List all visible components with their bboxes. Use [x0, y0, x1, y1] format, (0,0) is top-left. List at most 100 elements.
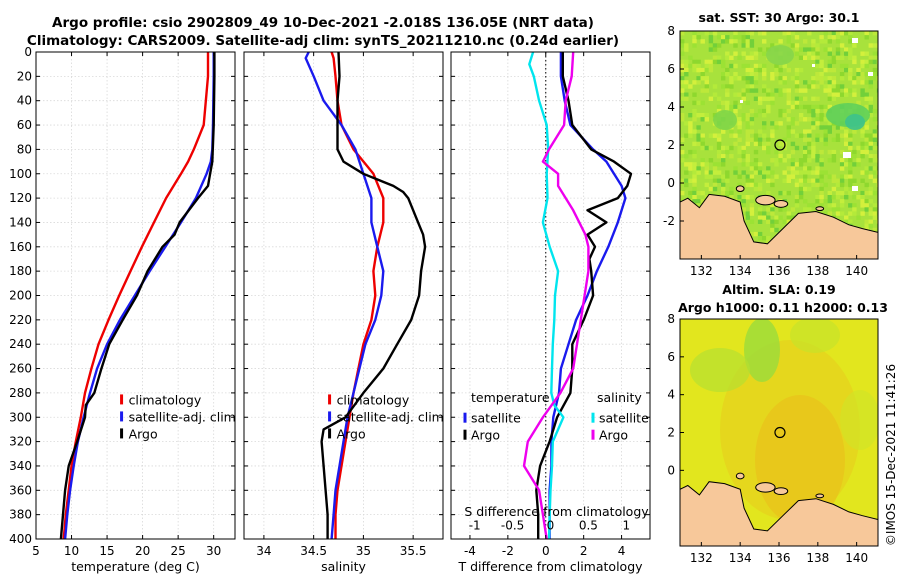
- sst-cell: [774, 67, 779, 73]
- sst-gap: [852, 38, 858, 43]
- sst-cell: [712, 178, 718, 183]
- sst-cell: [811, 43, 816, 48]
- sst-cell: [868, 141, 873, 147]
- sst-cell: [692, 35, 697, 40]
- sst-cell: [753, 166, 759, 171]
- sst-cell: [692, 100, 697, 106]
- sst-cell: [749, 108, 755, 114]
- sst-cell: [749, 174, 755, 179]
- sst-cell: [876, 170, 878, 175]
- land-island: [735, 185, 745, 193]
- land-new-guinea: [680, 193, 878, 259]
- sst-cell: [778, 190, 783, 196]
- sst-cell: [708, 47, 714, 52]
- sst-cell: [766, 170, 771, 175]
- map-x-tick-label: 138: [806, 551, 829, 565]
- sst-cell: [794, 80, 800, 85]
- sst-cell: [733, 108, 738, 114]
- sst-cell: [790, 215, 796, 220]
- sst-cell: [684, 121, 689, 126]
- sst-cell: [819, 149, 824, 155]
- sst-cell: [680, 137, 685, 142]
- sst-cell: [839, 158, 845, 163]
- sst-cell: [872, 203, 878, 208]
- sst-cell: [745, 80, 750, 85]
- sst-cell: [868, 154, 873, 159]
- sst-cell: [721, 63, 726, 69]
- sst-cell: [712, 47, 718, 52]
- map-subtitle: Argo h1000: 0.11 h2000: 0.13: [678, 300, 888, 315]
- sst-cell: [827, 195, 832, 200]
- y-tick-label: 0: [24, 45, 32, 59]
- sst-cell: [680, 84, 685, 89]
- sst-cell: [835, 47, 841, 52]
- sst-cell: [803, 47, 808, 52]
- sst-cell: [721, 100, 726, 106]
- sst-cell: [794, 170, 800, 175]
- sst-cell: [721, 186, 726, 192]
- sst-cell: [680, 80, 685, 85]
- sst-cell: [684, 43, 689, 48]
- sst-cell: [844, 186, 849, 192]
- sst-cell: [762, 113, 767, 118]
- sst-cell: [745, 35, 750, 40]
- sst-cell: [721, 129, 726, 134]
- sst-cell: [827, 76, 832, 81]
- sst-cell: [745, 125, 750, 130]
- sst-cell: [745, 100, 750, 106]
- sst-patch: [845, 114, 865, 130]
- sst-cell: [696, 59, 701, 65]
- sst-cell: [716, 141, 722, 147]
- sst-cell: [794, 199, 800, 204]
- sst-gap: [812, 64, 815, 67]
- sst-cell: [737, 55, 742, 60]
- x-tick-label: 25: [171, 544, 186, 558]
- figure-title-line1: Argo profile: csio 2902809_49 10-Dec-202…: [52, 15, 594, 31]
- sst-cell: [778, 108, 783, 114]
- sst-cell: [762, 211, 767, 216]
- sst-cell: [786, 88, 791, 93]
- sst-cell: [725, 178, 730, 183]
- map-y-tick-label: 4: [667, 388, 675, 402]
- sst-cell: [762, 215, 767, 220]
- sst-cell: [803, 80, 808, 85]
- sst-cell: [688, 84, 693, 89]
- sst-cell: [864, 72, 869, 77]
- sst-cell: [680, 63, 685, 69]
- sst-cell: [770, 133, 775, 138]
- sst-cell: [794, 72, 800, 77]
- sst-cell: [807, 117, 812, 122]
- sst-cell: [852, 203, 857, 208]
- sst-cell: [704, 170, 709, 175]
- sst-cell: [798, 55, 804, 60]
- figure-title-line2: Climatology: CARS2009. Satellite-adj cli…: [27, 33, 619, 49]
- sst-cell: [745, 133, 750, 138]
- sst-cell: [844, 133, 849, 138]
- sst-cell: [778, 88, 783, 93]
- y-tick-label: 200: [9, 289, 32, 303]
- sst-cell: [716, 149, 722, 155]
- s-tick-label: 0: [547, 519, 555, 533]
- sst-cell: [712, 59, 718, 65]
- sst-cell: [803, 55, 808, 60]
- sst-cell: [848, 72, 853, 77]
- sst-cell: [790, 31, 796, 36]
- sst-cell: [868, 137, 873, 142]
- sst-cell: [745, 121, 750, 126]
- sst-cell: [860, 145, 865, 151]
- map-field: [680, 31, 878, 259]
- land-island: [773, 199, 789, 208]
- sst-cell: [848, 133, 853, 138]
- sst-cell: [733, 166, 738, 171]
- sst-cell: [811, 149, 816, 155]
- sst-cell: [708, 186, 714, 192]
- sst-cell: [864, 145, 869, 151]
- sst-cell: [872, 166, 878, 171]
- sst-cell: [815, 72, 820, 77]
- sst-cell: [729, 104, 734, 110]
- sst-cell: [733, 170, 738, 175]
- sst-cell: [770, 211, 775, 216]
- sst-cell: [778, 121, 783, 126]
- x-tick-label: 30: [206, 544, 221, 558]
- sst-cell: [757, 236, 763, 241]
